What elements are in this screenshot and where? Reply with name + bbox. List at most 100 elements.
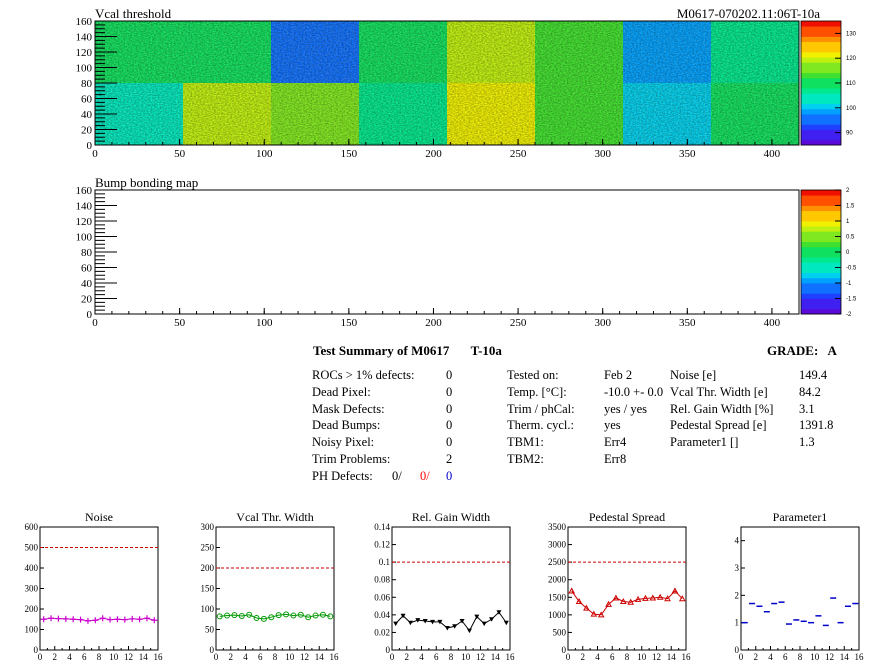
x-tick-label: 0 [92,148,98,160]
condition-label: Therm. cycl.: [507,418,574,433]
y-tick-label: 120 [76,47,93,59]
y-tick-label: 100 [76,63,93,75]
data-point [92,617,99,624]
y-tick-label: 500 [25,543,39,553]
defect-label: Trim Problems: [312,451,391,466]
data-point [664,595,671,602]
threshold-map: Vcal threshold M0617-070202.11:06T-10a 0… [76,6,857,160]
data-point [627,598,635,605]
defect-value: 0 [446,435,453,450]
data-point [430,619,436,625]
data-point [224,612,231,619]
palette-band [801,124,841,130]
y-tick-label: 0 [87,140,93,152]
data-point [671,587,679,594]
data-point [583,604,590,611]
series-line [395,611,507,632]
bump-map-frame [94,189,800,315]
ph-defects-value-1: 0/ [392,468,402,483]
y-tick-label: 0 [562,645,567,655]
x-tick-label: 300 [594,148,611,160]
grade-value: A [827,343,837,358]
palette-band [801,231,841,237]
x-tick-label: 300 [594,317,611,329]
palette-tick-label: 120 [846,56,857,62]
x-tick-label: 8 [798,652,803,662]
condition-label: Temp. [°C]: [507,384,567,399]
x-tick-label: 0 [739,652,744,662]
data-point [568,587,576,594]
conditions-values: Feb 2 -10.0 +- 0.0 yes / yes yes Err4 Er… [604,367,663,468]
threshold-map-axes: 0 50 100 150 200 250 300 350 400 0 20 40 60 80 100 120 1… [76,16,790,160]
x-tick-label: 12 [652,652,661,662]
data-point [55,615,62,622]
palette-band [801,88,841,94]
x-tick-label: 10 [810,652,820,662]
palette-tick-label: -1 [846,281,852,287]
y-tick-label: 200 [201,563,215,573]
data-point [290,612,297,619]
summary-title-line: Test Summary of M0617 T-10a [313,343,502,360]
data-point [260,615,267,622]
x-tick-label: 2 [581,652,586,662]
x-tick-label: 14 [139,652,149,662]
palette-tick-label: 130 [846,31,857,37]
data-point [297,611,304,618]
data-point [77,616,84,623]
threshold-map-palette: 90 100 110 120 130 [800,20,857,146]
x-tick-label: 2 [405,652,410,662]
x-tick-label: 250 [510,317,527,329]
y-tick-label: 20 [81,294,93,306]
data-point [678,595,686,602]
defect-row: Dead Pixel: 0 [312,384,462,401]
data-point [619,597,627,605]
palette-band [801,67,841,74]
defect-row: Trim Problems: 2 [312,451,462,468]
x-tick-label: 14 [315,652,325,662]
palette-band [801,272,841,279]
x-tick-label: 10 [109,652,119,662]
x-tick-label: 6 [82,652,87,662]
chart-frame [567,526,687,651]
y-tick-label: 160 [76,185,93,197]
palette-band [801,221,841,227]
x-tick-label: 8 [273,652,278,662]
y-tick-label: 160 [76,16,93,28]
y-tick-label: 0.08 [374,575,390,585]
x-tick-label: 150 [341,148,358,160]
palette-band [801,190,841,196]
palette-tick-label: -0.5 [846,266,857,272]
width-values: 149.4 84.2 3.1 1391.8 1.3 [799,367,833,451]
data-point [99,615,106,622]
y-tick-label: 0.06 [374,592,390,602]
x-tick-label: 0 [38,652,43,662]
palette-band [801,205,841,212]
data-point [70,616,77,623]
y-tick-label: 4 [735,536,740,546]
y-tick-label: 40 [81,109,93,121]
x-tick-label: 2 [53,652,58,662]
palette-band [801,283,841,289]
series-line [219,613,331,620]
y-tick-label: 2000 [548,575,567,585]
x-tick-label: 0 [566,652,571,662]
ph-defects-value-3: 0 [446,468,453,483]
y-tick-label: 0 [386,645,391,655]
series-line [571,590,683,616]
x-tick-label: 10 [461,652,471,662]
palette-band [801,114,841,120]
x-tick-label: 6 [434,652,439,662]
palette-band [801,252,841,258]
x-tick-label: 4 [243,652,248,662]
y-tick-label: 60 [81,263,93,275]
x-tick-label: 16 [855,652,865,662]
data-point [642,594,649,601]
data-point [216,613,223,620]
width-labels: Noise [e] Vcal Thr. Width [e] Rel. Gain … [670,367,773,451]
bump-map-palette: -2 -1.5 -1 -0.5 0 0.5 1 1.5 2 [800,188,857,318]
x-tick-label: 150 [341,317,358,329]
data-point [407,620,413,626]
